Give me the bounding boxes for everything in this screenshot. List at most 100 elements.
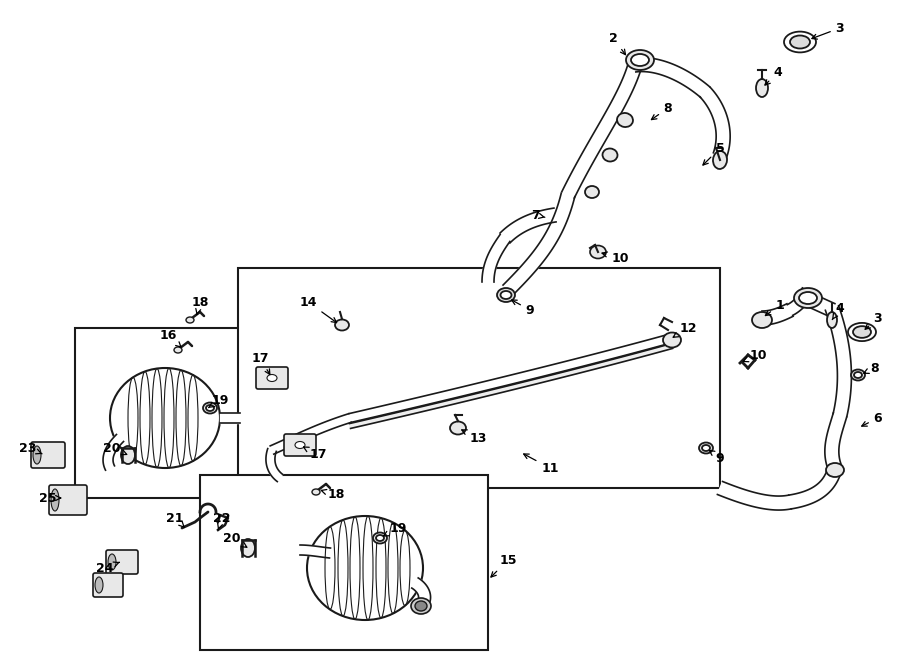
Ellipse shape — [411, 598, 431, 614]
Text: 1: 1 — [765, 299, 785, 316]
Text: 4: 4 — [765, 66, 782, 85]
Ellipse shape — [699, 442, 713, 453]
Ellipse shape — [206, 405, 214, 411]
Text: 8: 8 — [864, 361, 879, 375]
Ellipse shape — [33, 446, 41, 464]
Polygon shape — [825, 306, 851, 416]
Ellipse shape — [121, 446, 135, 464]
Text: 13: 13 — [462, 430, 487, 444]
Ellipse shape — [174, 347, 182, 353]
Text: 17: 17 — [303, 447, 327, 461]
Polygon shape — [349, 334, 673, 422]
Text: 8: 8 — [652, 101, 672, 120]
Bar — [200, 475, 488, 650]
Ellipse shape — [784, 32, 816, 52]
Polygon shape — [788, 288, 814, 315]
Polygon shape — [220, 413, 240, 423]
Text: 16: 16 — [159, 328, 181, 347]
Ellipse shape — [450, 422, 466, 434]
Text: 22: 22 — [213, 512, 230, 530]
Text: 23: 23 — [19, 442, 42, 455]
Text: 10: 10 — [602, 252, 629, 265]
Text: 3: 3 — [812, 21, 844, 39]
Text: 17: 17 — [251, 352, 270, 375]
Bar — [238, 268, 720, 488]
FancyBboxPatch shape — [31, 442, 65, 468]
Ellipse shape — [853, 326, 871, 338]
Ellipse shape — [827, 312, 837, 328]
Ellipse shape — [307, 516, 423, 620]
Text: 3: 3 — [865, 312, 882, 329]
Polygon shape — [762, 304, 793, 325]
Polygon shape — [103, 434, 123, 470]
Polygon shape — [717, 481, 791, 510]
FancyBboxPatch shape — [93, 573, 123, 597]
Ellipse shape — [799, 292, 817, 304]
Polygon shape — [500, 208, 556, 243]
Ellipse shape — [854, 372, 862, 378]
Ellipse shape — [203, 402, 217, 414]
Ellipse shape — [663, 332, 681, 348]
Polygon shape — [412, 578, 430, 606]
Ellipse shape — [585, 186, 599, 198]
Ellipse shape — [110, 368, 220, 468]
Ellipse shape — [295, 442, 305, 448]
Text: 4: 4 — [832, 301, 844, 320]
Bar — [75, 328, 265, 498]
Polygon shape — [270, 414, 351, 454]
Ellipse shape — [312, 489, 320, 495]
Polygon shape — [503, 193, 575, 295]
Polygon shape — [300, 545, 330, 558]
Polygon shape — [789, 466, 842, 509]
Ellipse shape — [631, 54, 649, 66]
Polygon shape — [824, 413, 847, 471]
Ellipse shape — [415, 601, 427, 611]
Text: 25: 25 — [40, 491, 60, 504]
Ellipse shape — [373, 532, 387, 544]
Ellipse shape — [790, 36, 810, 48]
Ellipse shape — [602, 148, 617, 162]
Text: 9: 9 — [512, 300, 535, 316]
Ellipse shape — [590, 246, 606, 258]
Text: 9: 9 — [709, 450, 725, 465]
FancyBboxPatch shape — [284, 434, 316, 456]
Polygon shape — [482, 234, 510, 282]
Text: 5: 5 — [703, 142, 724, 165]
Polygon shape — [349, 344, 672, 428]
Text: 15: 15 — [491, 553, 517, 577]
Ellipse shape — [794, 288, 822, 308]
Text: 18: 18 — [321, 489, 345, 502]
Ellipse shape — [702, 445, 710, 451]
Ellipse shape — [335, 320, 349, 330]
Ellipse shape — [756, 79, 768, 97]
FancyBboxPatch shape — [49, 485, 87, 515]
Ellipse shape — [267, 375, 277, 381]
Ellipse shape — [95, 577, 103, 593]
FancyBboxPatch shape — [256, 367, 288, 389]
Text: 24: 24 — [96, 561, 120, 575]
Ellipse shape — [108, 554, 116, 570]
Polygon shape — [700, 87, 730, 158]
Text: 12: 12 — [673, 322, 697, 337]
Text: 6: 6 — [861, 412, 882, 426]
Ellipse shape — [848, 323, 876, 341]
Text: 19: 19 — [209, 393, 229, 408]
Ellipse shape — [617, 113, 633, 127]
Ellipse shape — [851, 369, 865, 381]
Text: 21: 21 — [166, 512, 184, 528]
Ellipse shape — [626, 50, 654, 70]
Ellipse shape — [241, 539, 255, 557]
FancyBboxPatch shape — [106, 550, 138, 574]
Ellipse shape — [376, 535, 384, 541]
Polygon shape — [807, 294, 835, 316]
Ellipse shape — [497, 288, 515, 302]
Polygon shape — [634, 58, 709, 97]
Text: 20: 20 — [104, 442, 127, 455]
Text: 10: 10 — [743, 348, 767, 361]
Text: 14: 14 — [300, 295, 337, 322]
Ellipse shape — [500, 291, 511, 299]
Polygon shape — [266, 449, 283, 481]
Ellipse shape — [752, 312, 772, 328]
Ellipse shape — [51, 489, 59, 511]
Text: 18: 18 — [192, 295, 209, 314]
